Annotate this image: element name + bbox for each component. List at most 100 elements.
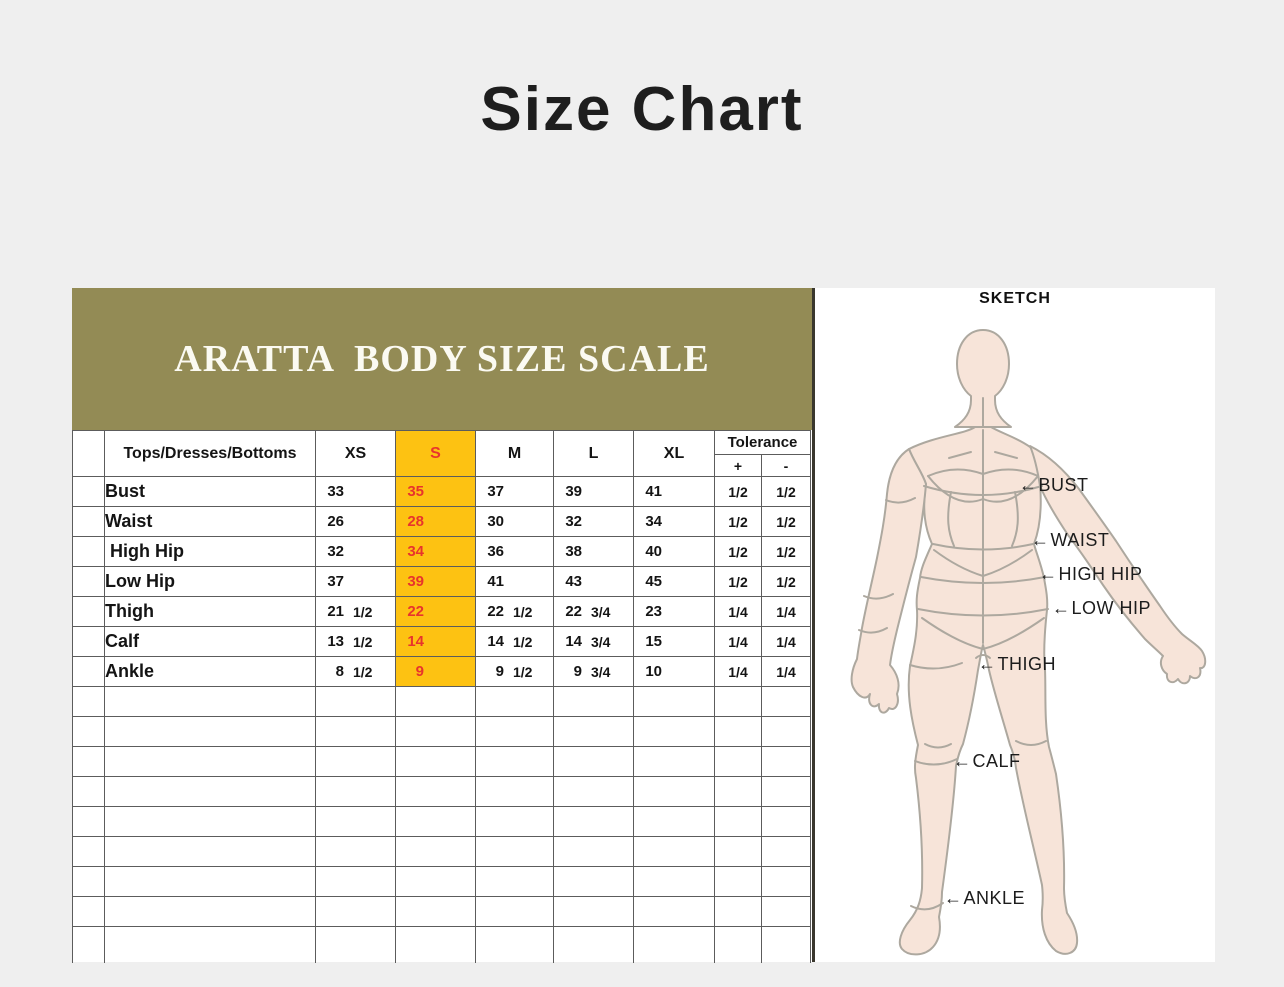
empty-cell — [633, 686, 715, 717]
value-m: 22 1/2 — [475, 596, 554, 627]
value-int: 9 — [415, 663, 424, 680]
value-frac: 3/4 — [591, 603, 611, 620]
tolerance-minus: 1/2 — [761, 566, 811, 597]
empty-cell — [72, 476, 105, 507]
empty-cell — [72, 896, 105, 927]
tolerance-plus: 1/4 — [714, 596, 762, 627]
empty-cell — [104, 926, 316, 963]
empty-cell — [315, 686, 396, 717]
empty-cell — [553, 776, 634, 807]
empty-cell — [395, 746, 476, 777]
empty-cell — [633, 836, 715, 867]
empty-cell — [761, 686, 811, 717]
tolerance-minus: 1/4 — [761, 656, 811, 687]
empty-cell — [72, 656, 105, 687]
empty-cell — [475, 836, 554, 867]
thigh-measure-line — [909, 662, 963, 670]
measure-label: Calf — [104, 626, 316, 657]
empty-cell — [104, 686, 316, 717]
empty-cell — [553, 746, 634, 777]
empty-cell — [315, 746, 396, 777]
measure-label: Bust — [104, 476, 316, 507]
label-text: BUST — [1038, 475, 1089, 495]
empty-cell — [104, 746, 316, 777]
value-xl: 40 — [633, 536, 715, 567]
value-int: 9 — [495, 663, 504, 680]
category-header: Tops/Dresses/Bottoms — [104, 430, 316, 477]
value-int: 34 — [407, 543, 424, 560]
value-int: 33 — [327, 483, 344, 500]
empty-cell — [395, 716, 476, 747]
collarbone-line — [994, 451, 1018, 459]
size-row-high-hip: High Hip 32 34 36 38 40 1/2 1/2 — [72, 536, 811, 567]
empty-cell — [633, 746, 715, 777]
value-int: 14 — [407, 633, 424, 650]
value-int: 22 — [407, 603, 424, 620]
value-int: 45 — [645, 573, 662, 590]
size-header-xl: XL — [633, 430, 715, 477]
tolerance-minus: 1/2 — [761, 506, 811, 537]
right-arm-shape — [1029, 445, 1207, 685]
label-low-hip: ←LOW HIP — [1052, 598, 1151, 619]
empty-cell — [553, 926, 634, 963]
empty-cell — [475, 896, 554, 927]
empty-cell — [395, 896, 476, 927]
value-int: 22 — [565, 603, 582, 620]
value-xl: 10 — [633, 656, 715, 687]
empty-cell — [761, 776, 811, 807]
left-arrow-icon: ← — [1019, 475, 1038, 495]
empty-cell — [395, 776, 476, 807]
empty-cell — [714, 866, 762, 897]
empty-cell — [395, 926, 476, 963]
size-header-xs: XS — [315, 430, 396, 477]
empty-cell — [395, 866, 476, 897]
value-l: 9 3/4 — [553, 656, 634, 687]
value-int: 39 — [407, 573, 424, 590]
label-calf: ←CALF — [953, 751, 1021, 772]
value-frac: 1/2 — [353, 603, 373, 620]
empty-cell — [315, 716, 396, 747]
value-frac: 3/4 — [591, 663, 611, 680]
size-row-ankle: Ankle 8 1/2 9 9 1/2 9 3/4 10 1/4 1/4 — [72, 656, 811, 687]
value-m: 30 — [475, 506, 554, 537]
empty-cell — [553, 836, 634, 867]
knee-line — [924, 743, 952, 749]
table-title: ARATTA BODY SIZE SCALE — [174, 338, 710, 380]
value-int: 38 — [565, 543, 582, 560]
table-title-bar: ARATTA BODY SIZE SCALE — [72, 288, 812, 430]
tolerance-header: Tolerance — [714, 430, 811, 455]
tolerance-minus: 1/4 — [761, 626, 811, 657]
empty-cell — [315, 896, 396, 927]
empty-cell — [553, 716, 634, 747]
value-int: 8 — [335, 663, 344, 680]
empty-cell — [104, 806, 316, 837]
value-int: 28 — [407, 513, 424, 530]
bust-cup-line — [927, 475, 984, 503]
empty-cell — [72, 776, 105, 807]
value-int: 40 — [645, 543, 662, 560]
left-arrow-icon: ← — [944, 888, 963, 908]
size-row-bust: Bust 33 35 37 39 41 1/2 1/2 — [72, 476, 811, 507]
tolerance-plus-header: + — [714, 454, 762, 477]
empty-row — [72, 686, 811, 717]
value-int: 32 — [565, 513, 582, 530]
waist-measure-line — [932, 543, 1034, 551]
value-xs: 8 1/2 — [315, 656, 396, 687]
left-arrow-icon: ← — [953, 751, 972, 771]
body-sketch-figure — [850, 329, 1207, 956]
arm-band-line — [858, 627, 888, 634]
empty-cell — [714, 926, 762, 963]
value-int: 41 — [645, 483, 662, 500]
empty-cell — [72, 806, 105, 837]
value-s: 34 — [395, 536, 476, 567]
bust-cup-line — [982, 475, 1039, 503]
empty-cell — [714, 776, 762, 807]
value-m: 36 — [475, 536, 554, 567]
value-frac: 1/2 — [353, 633, 373, 650]
value-frac: 1/2 — [353, 663, 373, 680]
size-row-low-hip: Low Hip 37 39 41 43 45 1/2 1/2 — [72, 566, 811, 597]
empty-cell — [761, 896, 811, 927]
size-table-panel: ARATTA BODY SIZE SCALE Tops/Dresses/Bott… — [72, 288, 812, 963]
empty-cell — [633, 866, 715, 897]
value-xs: 33 — [315, 476, 396, 507]
